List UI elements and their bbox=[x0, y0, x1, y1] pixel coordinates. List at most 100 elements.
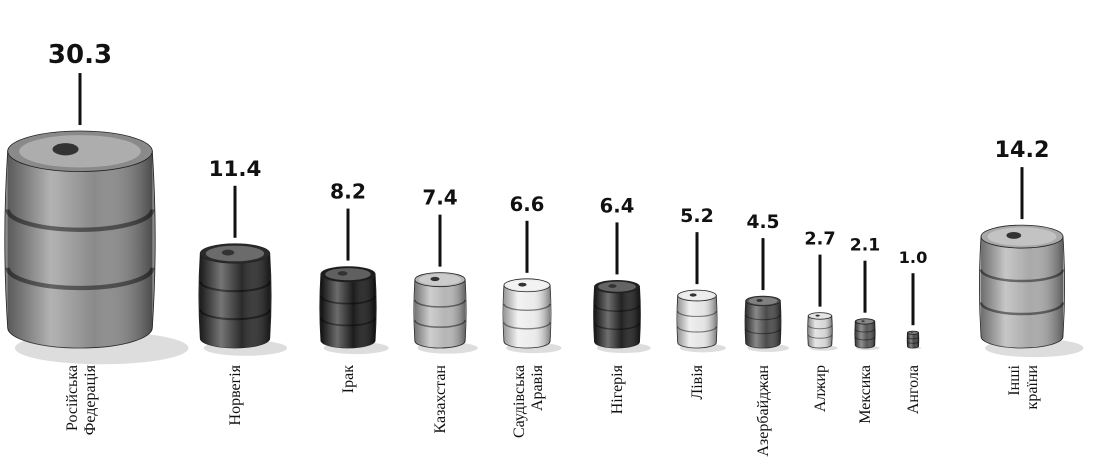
barrel-rib bbox=[854, 329, 876, 333]
barrel bbox=[906, 330, 922, 350]
barrel-lid bbox=[987, 227, 1057, 246]
barrel-shade bbox=[808, 315, 832, 348]
category-label: Федерація bbox=[82, 364, 99, 435]
barrel-rib bbox=[979, 269, 1065, 283]
value-label: 2.1 bbox=[850, 236, 880, 256]
barrel-rib bbox=[807, 325, 833, 330]
value-label: 8.2 bbox=[330, 180, 366, 204]
barrel-cap bbox=[815, 314, 820, 317]
barrel-rib bbox=[745, 328, 781, 335]
barrel-top bbox=[677, 289, 717, 302]
category-label: Лівія bbox=[689, 364, 706, 399]
barrel-rib bbox=[593, 322, 641, 330]
value-label: 14.2 bbox=[995, 137, 1050, 163]
category-label: Нігерія bbox=[609, 364, 626, 414]
value-label: 1.0 bbox=[899, 248, 928, 267]
barrel bbox=[979, 224, 1084, 358]
barrel-shade bbox=[855, 321, 875, 349]
barrel-lid bbox=[598, 281, 636, 292]
barrel bbox=[676, 289, 726, 353]
barrel-top bbox=[594, 280, 640, 294]
barrel-shade bbox=[200, 253, 270, 348]
category-label: країни bbox=[1024, 365, 1041, 410]
value-label: 5.2 bbox=[680, 205, 714, 227]
barrel-rib bbox=[503, 303, 551, 311]
barrel bbox=[593, 280, 651, 354]
category-label: Саудівська bbox=[511, 365, 528, 438]
barrel-cap bbox=[608, 284, 617, 288]
barrel-cap bbox=[756, 299, 763, 302]
value-label: 6.6 bbox=[510, 193, 545, 216]
barrel-top bbox=[414, 272, 466, 288]
barrel-top bbox=[503, 278, 551, 293]
category-label: Ірак bbox=[340, 365, 357, 393]
barrel-top bbox=[199, 243, 271, 264]
category-label: Мексика bbox=[857, 365, 874, 424]
barrel-rib bbox=[979, 302, 1065, 316]
barrel-lid bbox=[810, 313, 830, 319]
barrel-cap bbox=[221, 249, 235, 256]
barrel-shade bbox=[414, 279, 466, 348]
barrel-cap bbox=[430, 276, 440, 282]
barrel-shade bbox=[594, 286, 640, 348]
category-label: Російська bbox=[64, 365, 81, 431]
barrel-cap bbox=[1006, 231, 1022, 239]
value-label: 6.4 bbox=[600, 194, 635, 217]
barrel bbox=[807, 312, 838, 351]
barrel-lid bbox=[507, 280, 547, 291]
barrel-lid bbox=[856, 319, 874, 324]
barrel-lid bbox=[418, 274, 462, 286]
barrel-lid bbox=[908, 331, 918, 335]
barrel-cap bbox=[518, 282, 527, 287]
barrel bbox=[319, 266, 389, 355]
barrel-rib bbox=[593, 304, 641, 312]
barrel-rib bbox=[854, 336, 876, 341]
barrel-cap bbox=[337, 271, 348, 276]
barrel-shade bbox=[745, 300, 781, 348]
barrel-top bbox=[807, 312, 833, 320]
category-label: Казахстан bbox=[432, 365, 449, 434]
barrel-cap bbox=[689, 293, 697, 297]
category-label: Алжир bbox=[812, 365, 829, 412]
barrel-shade bbox=[503, 285, 551, 348]
barrel-rib bbox=[5, 209, 155, 232]
value-label: 2.7 bbox=[804, 230, 835, 250]
barrel-rib bbox=[503, 322, 551, 330]
barrel-shade bbox=[981, 236, 1063, 348]
barrel-lid bbox=[680, 291, 714, 300]
barrel-rib bbox=[807, 334, 833, 339]
barrel-rib bbox=[414, 319, 466, 328]
barrel-lid bbox=[19, 135, 141, 168]
barrel-rib bbox=[320, 317, 376, 327]
barrel bbox=[198, 243, 288, 356]
barrel-cap bbox=[861, 320, 865, 322]
category-label: Інші bbox=[1006, 364, 1023, 395]
barrel-rib bbox=[906, 337, 920, 340]
category-label: Ангола bbox=[905, 365, 922, 414]
category-label: Норвегія bbox=[227, 364, 244, 425]
category-label: Аравія bbox=[529, 364, 546, 411]
barrel-cap bbox=[52, 143, 79, 156]
barrel-top bbox=[320, 266, 376, 283]
barrel-shade bbox=[320, 274, 376, 349]
barrel-rib bbox=[320, 295, 376, 305]
barrel-cap bbox=[910, 332, 913, 334]
barrel-rib bbox=[677, 310, 717, 318]
value-label: 7.4 bbox=[422, 186, 457, 210]
barrel-rib bbox=[199, 281, 271, 293]
barrel-top bbox=[745, 295, 781, 307]
barrel-shade bbox=[677, 295, 717, 349]
value-label: 30.3 bbox=[48, 40, 112, 70]
barrel-shade bbox=[907, 332, 919, 349]
barrel-top bbox=[980, 224, 1064, 249]
barrel bbox=[854, 318, 880, 351]
barrel-top bbox=[907, 330, 920, 335]
barrel-rib bbox=[906, 341, 920, 344]
barrel-shade bbox=[7, 151, 153, 348]
category-label: Азербайджан bbox=[755, 365, 772, 457]
value-label: 11.4 bbox=[209, 157, 262, 182]
barrel bbox=[502, 278, 562, 354]
barrel-rib bbox=[745, 314, 781, 321]
barrel-rib bbox=[199, 309, 271, 321]
barrel bbox=[413, 272, 478, 354]
